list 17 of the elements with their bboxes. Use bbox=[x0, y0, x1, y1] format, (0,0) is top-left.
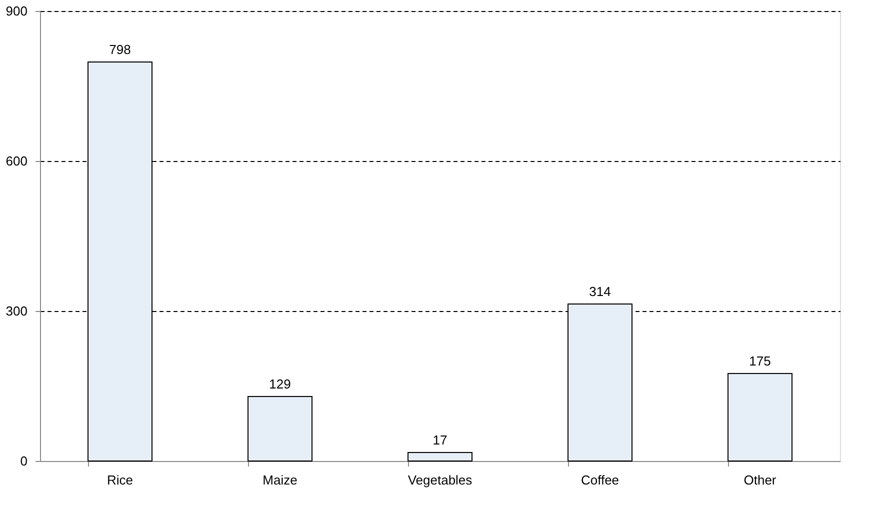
x-tick-label: Maize bbox=[262, 472, 298, 488]
y-tick-label: 600 bbox=[6, 154, 28, 168]
data-label: 798 bbox=[109, 42, 131, 57]
data-label: 314 bbox=[589, 284, 611, 299]
bar bbox=[728, 373, 792, 462]
x-tick-label: Other bbox=[744, 472, 777, 488]
y-tick-label: 0 bbox=[20, 454, 28, 468]
data-label: 17 bbox=[432, 432, 448, 448]
x-tick-label: Rice bbox=[106, 472, 134, 488]
bar bbox=[408, 452, 472, 462]
x-tick-label: Coffee bbox=[580, 472, 620, 488]
data-label: 175 bbox=[749, 354, 771, 368]
x-tick-label: Vegetables bbox=[408, 472, 473, 488]
data-label: 129 bbox=[269, 376, 291, 392]
y-tick-label: 900 bbox=[6, 4, 28, 18]
bar bbox=[248, 396, 312, 462]
y-tick-label: 300 bbox=[6, 304, 28, 318]
